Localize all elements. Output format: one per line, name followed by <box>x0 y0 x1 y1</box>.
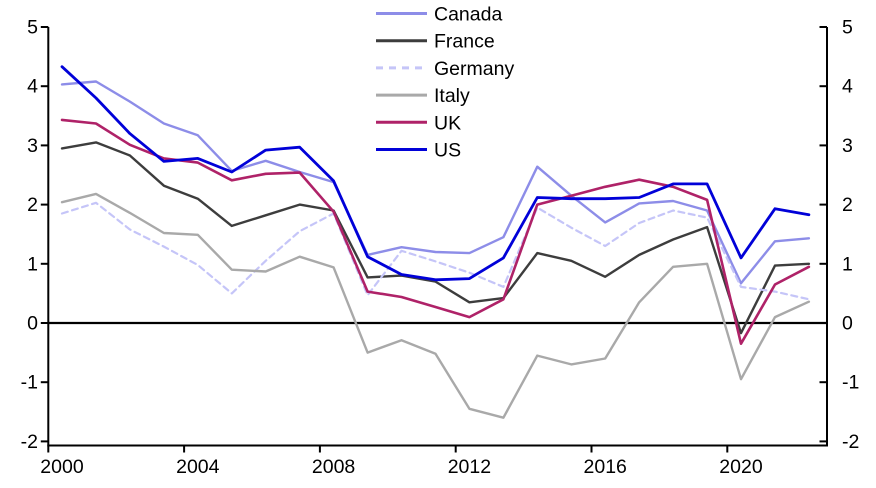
y-tick-label-right: 1 <box>842 253 853 275</box>
y-tick-label-left: 5 <box>27 17 38 39</box>
y-tick-label-left: -1 <box>21 372 38 394</box>
x-tick-label: 2012 <box>448 456 491 478</box>
legend-label-germany: Germany <box>434 58 514 80</box>
y-tick-label-right: 3 <box>842 135 853 157</box>
x-tick-label: 2020 <box>719 456 763 478</box>
series-line-france <box>60 141 811 335</box>
legend-label-us: US <box>434 140 461 162</box>
y-tick-label-right: 4 <box>842 76 853 98</box>
y-tick-label-left: 0 <box>27 313 38 335</box>
legend-label-uk: UK <box>434 112 461 134</box>
legend-label-canada: Canada <box>434 4 502 26</box>
x-tick-label: 2008 <box>312 456 355 478</box>
y-tick-label-left: 3 <box>27 135 38 157</box>
legend-label-france: France <box>434 31 495 53</box>
y-tick-label-right: 2 <box>842 194 853 216</box>
x-tick-label: 2000 <box>40 456 84 478</box>
y-tick-label-right: -1 <box>842 372 859 394</box>
x-tick-label: 2004 <box>176 456 220 478</box>
x-tick-label: 2016 <box>584 456 627 478</box>
y-tick-label-left: 2 <box>27 194 38 216</box>
legend-label-italy: Italy <box>434 85 470 107</box>
series-line-italy <box>60 192 811 419</box>
series-line-us <box>60 65 811 282</box>
series-line-uk <box>60 118 811 346</box>
y-tick-label-left: 4 <box>27 76 38 98</box>
series-line-germany <box>60 201 811 301</box>
series-line-canada <box>60 80 811 285</box>
y-tick-label-right: 0 <box>842 313 853 335</box>
y-tick-label-right: 5 <box>842 17 853 39</box>
y-tick-label-left: -2 <box>21 431 38 453</box>
y-tick-label-left: 1 <box>27 253 38 275</box>
y-tick-label-right: -2 <box>842 431 859 453</box>
